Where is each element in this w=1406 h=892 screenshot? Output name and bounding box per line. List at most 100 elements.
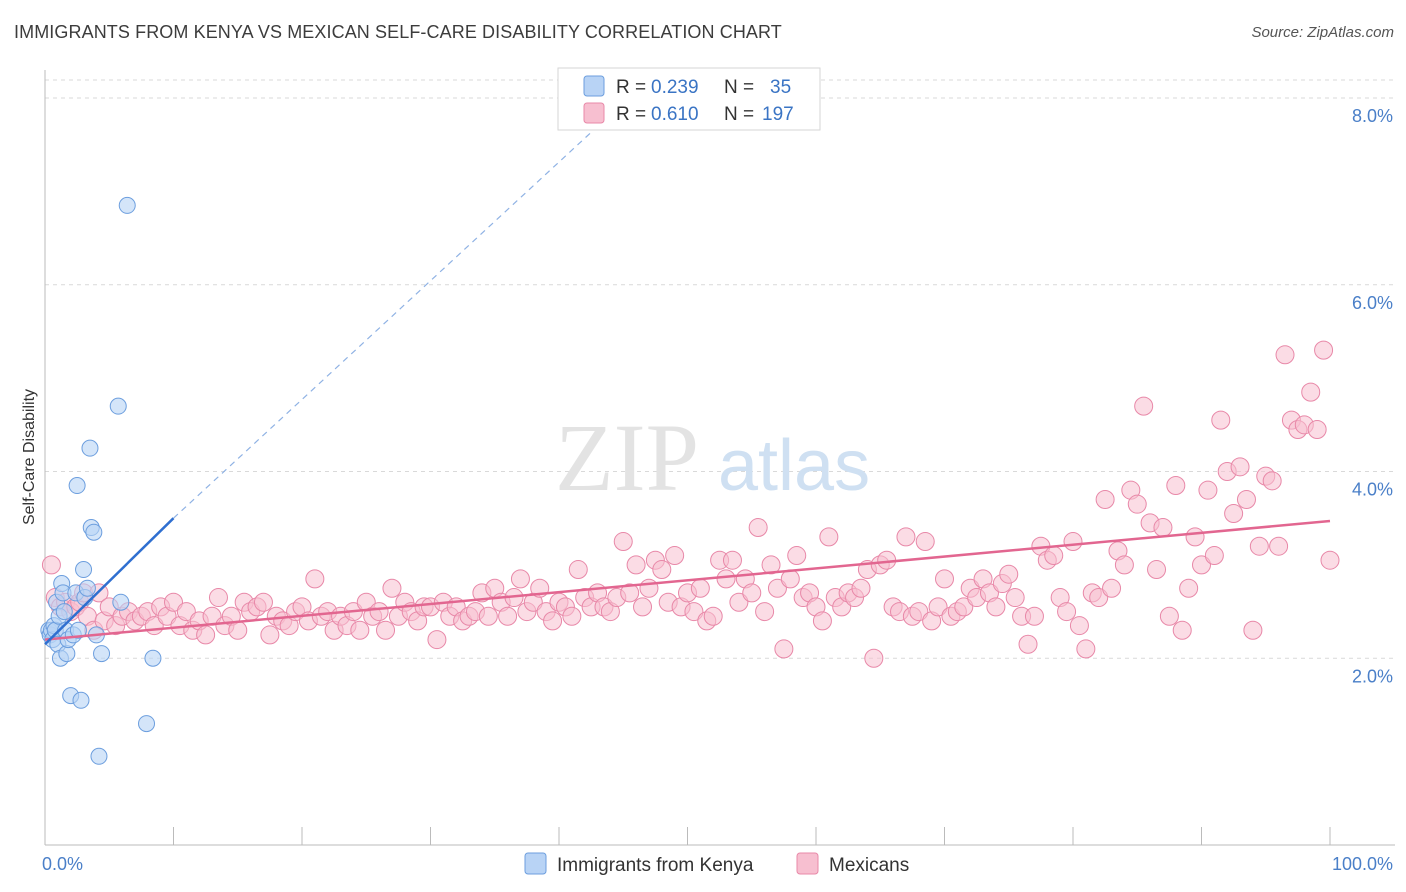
mexicans-point — [1314, 340, 1334, 360]
mexicans-point — [1005, 588, 1025, 608]
mexicans-point — [1018, 634, 1038, 654]
y-tick-label-1: 4.0% — [1352, 480, 1393, 500]
mexicans-point — [376, 620, 396, 640]
mexicans-point — [1089, 588, 1109, 608]
mexicans-point — [1230, 457, 1250, 477]
mexicans-point — [1301, 382, 1321, 402]
bottom-legend-swatch-kenya — [524, 852, 547, 875]
mexicans-point — [652, 560, 672, 580]
kenya-point — [112, 593, 130, 611]
mexicans-point — [1262, 471, 1282, 491]
mexicans-point — [369, 602, 389, 622]
legend-swatch-mexicans — [583, 102, 605, 124]
mexicans-point — [1159, 606, 1179, 626]
mexicans-point — [1063, 532, 1083, 552]
kenya-point — [75, 561, 93, 579]
kenya-point — [81, 439, 99, 457]
mexicans-point — [812, 611, 832, 631]
mexicans-point — [1114, 555, 1134, 575]
mexicans-point — [1269, 536, 1289, 556]
mexicans-point — [633, 597, 653, 617]
kenya-point — [68, 477, 86, 495]
mexicans-point — [1204, 546, 1224, 566]
mexicans-point — [954, 597, 974, 617]
mexicans-point — [1044, 546, 1064, 566]
mexicans-point — [909, 602, 929, 622]
mexicans-point — [864, 648, 884, 668]
mexicans-point — [613, 532, 633, 552]
mexicans-point — [761, 555, 781, 575]
mexicans-point — [1095, 490, 1115, 510]
kenya-point — [58, 645, 76, 663]
source-label: Source: ZipAtlas.com — [1251, 24, 1394, 41]
mexicans-point — [1166, 476, 1186, 496]
mexicans-point — [1236, 490, 1256, 510]
mexicans-point — [562, 606, 582, 626]
mexicans-point — [729, 592, 749, 612]
mexicans-point — [1243, 620, 1263, 640]
mexicans-point — [305, 569, 325, 589]
bottom-legend-label-kenya: Immigrants from Kenya — [557, 855, 754, 876]
legend-n-label-kenya: N = — [724, 77, 754, 98]
legend-n-label-mexicans: N = — [724, 104, 754, 125]
kenya-point — [93, 645, 111, 663]
mexicans-point — [787, 546, 807, 566]
bottom-legend-swatch-mexicans — [796, 852, 819, 875]
kenya-trend-line — [44, 517, 175, 646]
legend-swatch-kenya — [583, 75, 605, 97]
x-tick-label-max: 100.0% — [1332, 854, 1393, 874]
y-axis-label: Self-Care Disability — [21, 389, 38, 525]
mexicans-point — [568, 560, 588, 580]
bottom-legend-label-mexicans: Mexicans — [829, 855, 909, 876]
mexicans-point — [742, 583, 762, 603]
kenya-point — [69, 621, 87, 639]
mexicans-point — [382, 578, 402, 598]
mexicans-point — [1076, 639, 1096, 659]
mexicans-point — [41, 555, 61, 575]
mexicans-point — [1185, 527, 1205, 547]
mexicans-point — [176, 602, 196, 622]
kenya-point — [138, 715, 156, 733]
mexicans-point — [755, 602, 775, 622]
kenya-point — [72, 691, 90, 709]
mexicans-point — [774, 639, 794, 659]
mexicans-point — [498, 606, 518, 626]
mexicans-point — [1179, 578, 1199, 598]
chart-title: IMMIGRANTS FROM KENYA VS MEXICAN SELF-CA… — [14, 22, 782, 42]
mexicans-point — [703, 606, 723, 626]
mexicans-point — [196, 625, 216, 645]
mexicans-point — [1134, 396, 1154, 416]
mexicans-point — [986, 597, 1006, 617]
kenya-point — [55, 603, 73, 621]
mexicans-point — [1320, 550, 1340, 570]
mexicans-point — [1024, 606, 1044, 626]
mexicans-point — [716, 569, 736, 589]
y-tick-label-3: 8.0% — [1352, 106, 1393, 126]
series-legend: Immigrants from Kenya Mexicans — [524, 852, 909, 876]
mexicans-point — [1127, 494, 1147, 514]
mexicans-point — [1307, 419, 1327, 439]
mexicans-point — [1057, 602, 1077, 622]
mexicans-point — [896, 527, 916, 547]
mexicans-point — [665, 546, 685, 566]
axes — [44, 70, 1395, 846]
mexicans-point — [1198, 480, 1218, 500]
y-tick-labels: 2.0% 4.0% 6.0% 8.0% — [1352, 106, 1393, 686]
mexicans-point — [208, 588, 228, 608]
mexicans-point — [1069, 616, 1089, 636]
mexicans-point — [253, 592, 273, 612]
mexicans-point — [478, 606, 498, 626]
mexicans-point — [1153, 518, 1173, 538]
kenya-point — [118, 196, 136, 214]
mexicans-point — [1211, 410, 1231, 430]
kenya-points — [40, 196, 162, 765]
mexicans-point — [543, 611, 563, 631]
mexicans-point — [260, 625, 280, 645]
mexicans-point — [1275, 345, 1295, 365]
mexicans-point — [690, 578, 710, 598]
mexicans-trend-line — [44, 519, 1331, 641]
mexicans-point — [427, 630, 447, 650]
kenya-point — [144, 649, 162, 667]
mexicans-point — [1102, 578, 1122, 598]
mexicans-point — [819, 527, 839, 547]
